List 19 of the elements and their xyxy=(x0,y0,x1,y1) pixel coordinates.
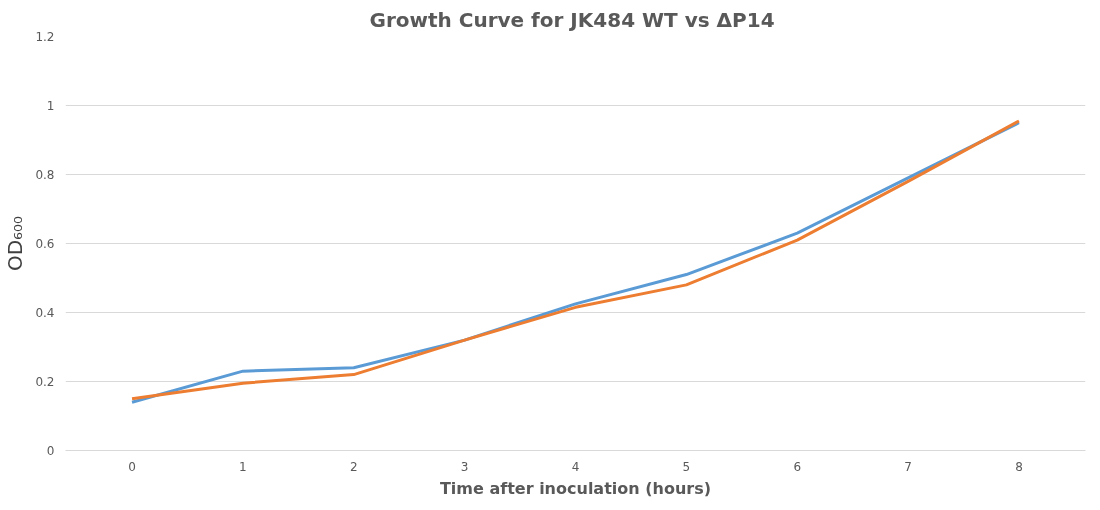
x-tick-label: 3 xyxy=(460,459,469,474)
x-tick-label: 6 xyxy=(793,459,802,474)
x-tick-label: 7 xyxy=(904,459,912,474)
y-tick-label: 0 xyxy=(46,444,55,458)
x-tick-label: 1 xyxy=(239,459,247,474)
y-tick-label: 1 xyxy=(46,99,55,113)
y-tick-label: 0.4 xyxy=(35,306,55,320)
x-tick-label: 4 xyxy=(571,459,580,474)
x-axis-title: Time after inoculation (hours) xyxy=(439,478,712,498)
y-tick-label: 0.8 xyxy=(35,168,55,182)
y-tick-label: 0.2 xyxy=(35,375,55,389)
y-tick-label: 0.6 xyxy=(35,237,55,251)
x-tick-label: 0 xyxy=(128,459,136,474)
x-tick-label: 2 xyxy=(349,459,358,474)
x-tick-label: 5 xyxy=(682,459,691,474)
y-axis-title: OD₆₀₀ xyxy=(3,215,28,272)
x-tick-label: 8 xyxy=(1015,459,1023,474)
y-tick-label: 1.2 xyxy=(35,30,55,44)
chart-title: Growth Curve for JK484 WT vs ΔP14 xyxy=(369,7,775,32)
